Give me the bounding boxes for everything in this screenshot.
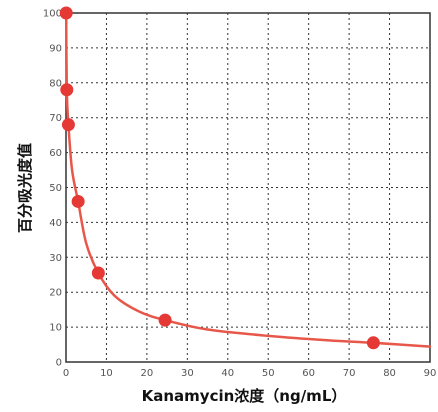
- y-tick-label: 50: [49, 183, 62, 194]
- data-point: [366, 336, 380, 350]
- series-curve: [64, 11, 432, 348]
- y-tick-label: 10: [49, 323, 62, 334]
- y-axis-label: 百分吸光度值: [16, 143, 34, 233]
- data-point: [60, 83, 74, 97]
- x-tick-label: 20: [141, 368, 154, 379]
- x-tick-label: 70: [343, 368, 356, 379]
- data-point: [158, 313, 172, 327]
- x-tick-label: 40: [221, 368, 234, 379]
- x-tick-label: 60: [302, 368, 315, 379]
- y-tick-label: 30: [49, 253, 62, 264]
- x-axis-label: Kanamycin浓度（ng/mL）: [142, 387, 347, 405]
- data-point: [59, 6, 73, 20]
- x-tick-label: 80: [383, 368, 396, 379]
- y-tick-label: 0: [56, 358, 62, 369]
- y-tick-label: 20: [49, 288, 62, 299]
- grid: [66, 13, 430, 362]
- y-axis-ticks: 0 10 20 30 40 50 60 70 80 90 100: [43, 9, 62, 369]
- data-point: [91, 266, 105, 280]
- y-tick-label: 70: [49, 113, 62, 124]
- x-tick-label: 0: [63, 368, 69, 379]
- x-tick-label: 90: [424, 368, 437, 379]
- x-tick-label: 30: [181, 368, 194, 379]
- y-tick-label: 90: [49, 43, 62, 54]
- x-tick-label: 10: [100, 368, 113, 379]
- y-tick-label: 60: [49, 148, 62, 159]
- data-point: [71, 194, 85, 208]
- data-point: [61, 118, 75, 132]
- x-tick-label: 50: [262, 368, 275, 379]
- y-tick-label: 80: [49, 78, 62, 89]
- y-tick-label: 100: [43, 9, 62, 20]
- data-points: [59, 6, 380, 350]
- x-axis-ticks: 0 10 20 30 40 50 60 70 80 90: [63, 368, 437, 379]
- y-tick-label: 40: [49, 218, 62, 229]
